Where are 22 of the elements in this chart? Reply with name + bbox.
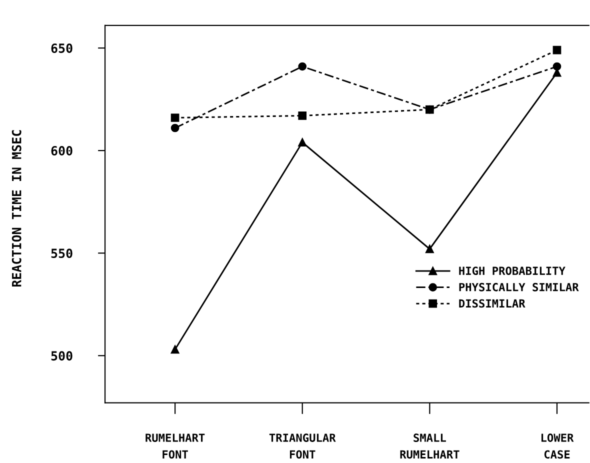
point [552,62,562,71]
point [552,46,562,54]
point [426,105,434,114]
legend-label: HIGH PROBABILITY [459,266,566,276]
x-tick-label: RUMELHART FONT [146,434,205,459]
y-tick-label: 550 [51,248,72,258]
legend-label: PHYSICALLY SIMILAR [459,282,579,292]
point [298,112,307,120]
point [170,124,180,132]
point [426,244,434,254]
point [298,62,307,71]
x-tick-label: TRIANGULAR FONT [269,434,336,459]
point [298,138,307,147]
point [170,114,180,122]
x-tick-label: SMALL RUMELHART [400,434,460,459]
y-tick-label: 650 [51,43,72,53]
legend-label: DISSIMILAR [459,299,526,308]
point [170,345,180,354]
y-tick-label: 500 [51,351,72,361]
y-axis-title: REACTION TIME IN MSEC [12,130,22,287]
x-tick-label: LOWER CASE [541,434,574,459]
y-tick-label: 600 [51,146,72,156]
